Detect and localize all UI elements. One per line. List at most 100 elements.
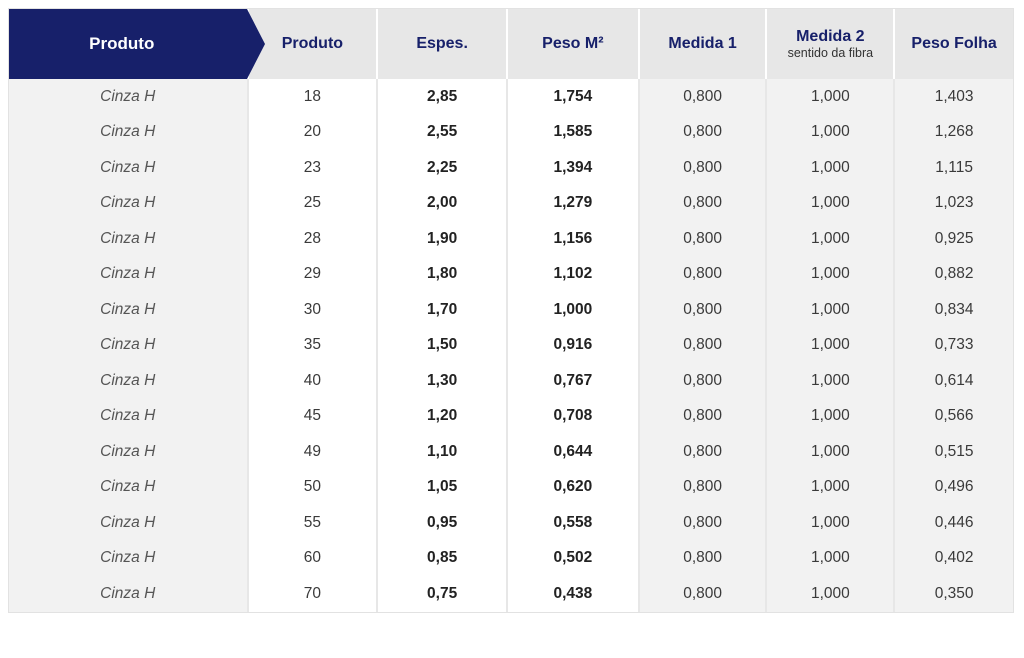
table-cell: 0,85 [376, 541, 506, 577]
table-cell: 50 [247, 470, 377, 506]
table-cell: 1,000 [765, 399, 893, 435]
table-cell: 49 [247, 434, 377, 470]
table-row: Cinza H451,200,7080,8001,0000,566 [9, 399, 1013, 435]
table-cell: Cinza H [9, 115, 247, 151]
table-cell: Cinza H [9, 363, 247, 399]
table-cell: 23 [247, 150, 377, 186]
table-cell: 18 [247, 79, 377, 115]
table-cell: 0,882 [893, 257, 1013, 293]
table-cell: 1,279 [506, 186, 638, 222]
col-header-label: Produto [89, 34, 154, 54]
table-row: Cinza H600,850,5020,8001,0000,402 [9, 541, 1013, 577]
table-cell: 0,446 [893, 505, 1013, 541]
table-row: Cinza H550,950,5580,8001,0000,446 [9, 505, 1013, 541]
table-cell: 1,000 [765, 115, 893, 151]
table-cell: 1,000 [765, 505, 893, 541]
table-cell: 2,85 [376, 79, 506, 115]
table-cell: 20 [247, 115, 377, 151]
col-header-produto: Produto [247, 9, 377, 79]
table-cell: 2,00 [376, 186, 506, 222]
table-row: Cinza H291,801,1020,8001,0000,882 [9, 257, 1013, 293]
table-row: Cinza H281,901,1560,8001,0000,925 [9, 221, 1013, 257]
table-cell: 1,115 [893, 150, 1013, 186]
table-cell: Cinza H [9, 434, 247, 470]
table-cell: Cinza H [9, 186, 247, 222]
col-header-label: Medida 2 [796, 28, 864, 45]
table-row: Cinza H202,551,5850,8001,0001,268 [9, 115, 1013, 151]
table-cell: 0,800 [638, 186, 766, 222]
table-cell: 0,800 [638, 434, 766, 470]
table-cell: 60 [247, 541, 377, 577]
table-cell: 0,916 [506, 328, 638, 364]
table-cell: 1,585 [506, 115, 638, 151]
table-cell: 0,502 [506, 541, 638, 577]
table-cell: 0,75 [376, 576, 506, 612]
col-header-peso-folha: Peso Folha [893, 9, 1013, 79]
table-cell: 1,000 [765, 150, 893, 186]
table-cell: 28 [247, 221, 377, 257]
table-cell: 0,438 [506, 576, 638, 612]
table-body: Cinza H182,851,7540,8001,0001,403Cinza H… [9, 79, 1013, 612]
table-cell: Cinza H [9, 292, 247, 328]
table-cell: 0,515 [893, 434, 1013, 470]
table-cell: 1,000 [765, 257, 893, 293]
table-cell: 1,000 [765, 363, 893, 399]
col-header-medida2: Medida 2 sentido da fibra [765, 9, 893, 79]
table-row: Cinza H252,001,2790,8001,0001,023 [9, 186, 1013, 222]
table-cell: 0,614 [893, 363, 1013, 399]
table-cell: Cinza H [9, 470, 247, 506]
table-cell: 25 [247, 186, 377, 222]
table-cell: 55 [247, 505, 377, 541]
table-cell: 1,102 [506, 257, 638, 293]
table-cell: 0,708 [506, 399, 638, 435]
table-cell: 1,80 [376, 257, 506, 293]
table-cell: Cinza H [9, 150, 247, 186]
table-cell: 0,800 [638, 292, 766, 328]
table-cell: Cinza H [9, 576, 247, 612]
table-cell: 0,733 [893, 328, 1013, 364]
col-header-label: Espes. [416, 35, 468, 53]
table-cell: 0,800 [638, 150, 766, 186]
col-header-medida1: Medida 1 [638, 9, 766, 79]
table-cell: 1,000 [765, 79, 893, 115]
table-row: Cinza H401,300,7670,8001,0000,614 [9, 363, 1013, 399]
table-cell: 1,000 [765, 470, 893, 506]
table-cell: 1,268 [893, 115, 1013, 151]
table-cell: 0,800 [638, 399, 766, 435]
table-cell: 1,754 [506, 79, 638, 115]
table-cell: 0,800 [638, 115, 766, 151]
table-cell: Cinza H [9, 505, 247, 541]
table-cell: 1,000 [765, 221, 893, 257]
table-cell: 40 [247, 363, 377, 399]
table-row: Cinza H232,251,3940,8001,0001,115 [9, 150, 1013, 186]
col-header-label: Peso Folha [911, 35, 996, 53]
col-header-label: Peso M² [542, 35, 603, 53]
table-row: Cinza H182,851,7540,8001,0001,403 [9, 79, 1013, 115]
table-cell: 1,90 [376, 221, 506, 257]
col-header-peso-m2: Peso M² [506, 9, 638, 79]
table-cell: 1,20 [376, 399, 506, 435]
col-header-label: Medida 1 [668, 35, 736, 53]
table-cell: 0,767 [506, 363, 638, 399]
table-cell: 0,800 [638, 221, 766, 257]
table-cell: 0,800 [638, 541, 766, 577]
table-cell: 1,000 [765, 328, 893, 364]
table-cell: 0,834 [893, 292, 1013, 328]
table-cell: 1,000 [765, 292, 893, 328]
table-cell: 1,05 [376, 470, 506, 506]
col-header-label: Produto [282, 35, 343, 53]
table-cell: 0,925 [893, 221, 1013, 257]
table-cell: 1,023 [893, 186, 1013, 222]
table-cell: 1,394 [506, 150, 638, 186]
table-row: Cinza H301,701,0000,8001,0000,834 [9, 292, 1013, 328]
table-cell: 0,800 [638, 363, 766, 399]
table-cell: 0,800 [638, 79, 766, 115]
table-cell: Cinza H [9, 541, 247, 577]
table-cell: 0,350 [893, 576, 1013, 612]
table-cell: 70 [247, 576, 377, 612]
table-row: Cinza H501,050,6200,8001,0000,496 [9, 470, 1013, 506]
table-cell: 0,800 [638, 257, 766, 293]
table-cell: Cinza H [9, 399, 247, 435]
table-cell: 30 [247, 292, 377, 328]
table-cell: 1,30 [376, 363, 506, 399]
